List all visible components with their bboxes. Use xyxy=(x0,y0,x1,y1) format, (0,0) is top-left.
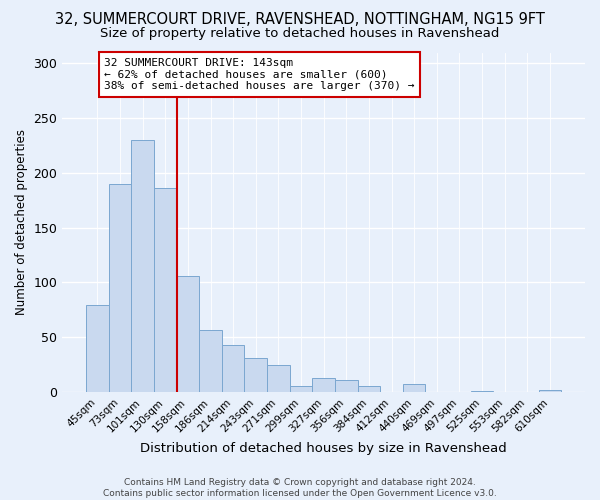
Bar xyxy=(358,386,380,392)
Bar xyxy=(290,386,313,392)
X-axis label: Distribution of detached houses by size in Ravenshead: Distribution of detached houses by size … xyxy=(140,442,507,455)
Bar xyxy=(335,380,358,392)
Text: Contains HM Land Registry data © Crown copyright and database right 2024.
Contai: Contains HM Land Registry data © Crown c… xyxy=(103,478,497,498)
Bar xyxy=(313,378,335,392)
Text: Size of property relative to detached houses in Ravenshead: Size of property relative to detached ho… xyxy=(100,28,500,40)
Bar xyxy=(109,184,131,392)
Bar xyxy=(199,330,222,392)
Bar xyxy=(244,358,267,392)
Bar xyxy=(131,140,154,392)
Bar xyxy=(267,364,290,392)
Bar xyxy=(86,306,109,392)
Text: 32 SUMMERCOURT DRIVE: 143sqm
← 62% of detached houses are smaller (600)
38% of s: 32 SUMMERCOURT DRIVE: 143sqm ← 62% of de… xyxy=(104,58,415,91)
Text: 32, SUMMERCOURT DRIVE, RAVENSHEAD, NOTTINGHAM, NG15 9FT: 32, SUMMERCOURT DRIVE, RAVENSHEAD, NOTTI… xyxy=(55,12,545,28)
Bar xyxy=(222,345,244,392)
Bar xyxy=(471,391,493,392)
Bar xyxy=(176,276,199,392)
Bar xyxy=(154,188,176,392)
Bar xyxy=(403,384,425,392)
Y-axis label: Number of detached properties: Number of detached properties xyxy=(15,129,28,315)
Bar xyxy=(539,390,561,392)
